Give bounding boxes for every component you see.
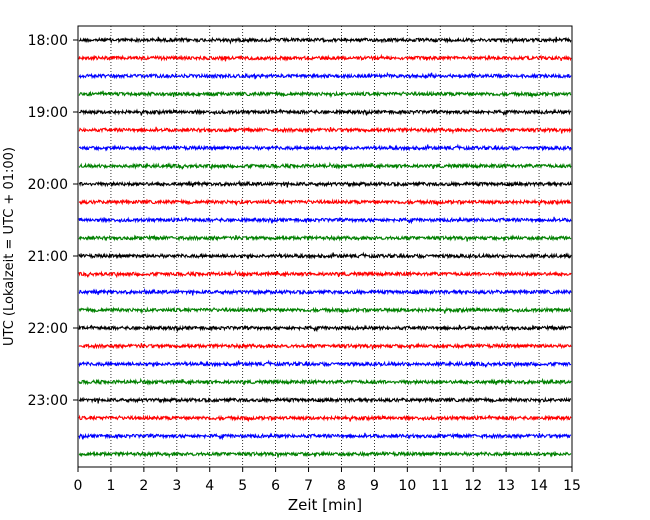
x-tick-label: 2 xyxy=(139,478,148,494)
seismogram-traces xyxy=(78,36,572,459)
x-tick-label: 4 xyxy=(205,478,214,494)
trace-line xyxy=(78,179,572,188)
x-tick-label: 13 xyxy=(497,478,515,494)
y-tick-label: 23:00 xyxy=(28,393,68,409)
y-tick-label: 20:00 xyxy=(28,177,68,193)
x-tick-label: 3 xyxy=(172,478,181,494)
x-tick-label: 0 xyxy=(74,478,83,494)
trace-line xyxy=(78,342,572,350)
trace-line xyxy=(78,108,572,117)
trace-line xyxy=(78,432,572,441)
trace-line xyxy=(78,216,572,225)
trace-line xyxy=(78,251,572,260)
trace-line xyxy=(78,234,572,242)
y-tick-label: 21:00 xyxy=(28,249,68,265)
x-tick-label: 14 xyxy=(530,478,548,494)
y-axis-ticks: 18:00 19:00 20:00 21:00 22:00 23:00 xyxy=(28,33,78,409)
x-tick-label: 10 xyxy=(398,478,416,494)
x-tick-label: 5 xyxy=(238,478,247,494)
x-tick-label: 11 xyxy=(431,478,449,494)
trace-line xyxy=(78,36,572,45)
trace-line xyxy=(78,377,572,386)
trace-line xyxy=(78,53,572,62)
x-tick-label: 6 xyxy=(271,478,280,494)
trace-line xyxy=(78,324,572,333)
x-tick-label: 15 xyxy=(563,478,581,494)
trace-line xyxy=(78,126,572,135)
x-tick-label: 9 xyxy=(370,478,379,494)
x-axis-ticks: 0 1 2 3 4 5 6 7 8 9 10 11 12 13 14 15 xyxy=(74,467,581,494)
trace-line xyxy=(78,71,572,80)
trace-line xyxy=(78,414,572,423)
trace-line xyxy=(78,306,572,315)
y-tick-label: 19:00 xyxy=(28,105,68,121)
trace-line xyxy=(79,143,572,152)
y-axis-label: UTC (Lokalzeit = UTC + 01:00) xyxy=(2,147,17,346)
x-tick-label: 12 xyxy=(464,478,482,494)
trace-line xyxy=(78,450,572,459)
x-tick-label: 7 xyxy=(304,478,313,494)
trace-line xyxy=(78,396,572,405)
x-axis-label: Zeit [min] xyxy=(288,496,362,514)
trace-line xyxy=(78,90,572,99)
trace-line xyxy=(78,269,572,279)
plot-frame xyxy=(77,25,573,468)
y-tick-label: 18:00 xyxy=(28,33,68,49)
y-tick-label: 22:00 xyxy=(28,321,68,337)
trace-line xyxy=(78,359,572,369)
trace-line xyxy=(78,198,572,207)
trace-line xyxy=(78,161,572,171)
x-tick-label: 8 xyxy=(337,478,346,494)
trace-line xyxy=(78,287,572,296)
x-tick-label: 1 xyxy=(106,478,115,494)
